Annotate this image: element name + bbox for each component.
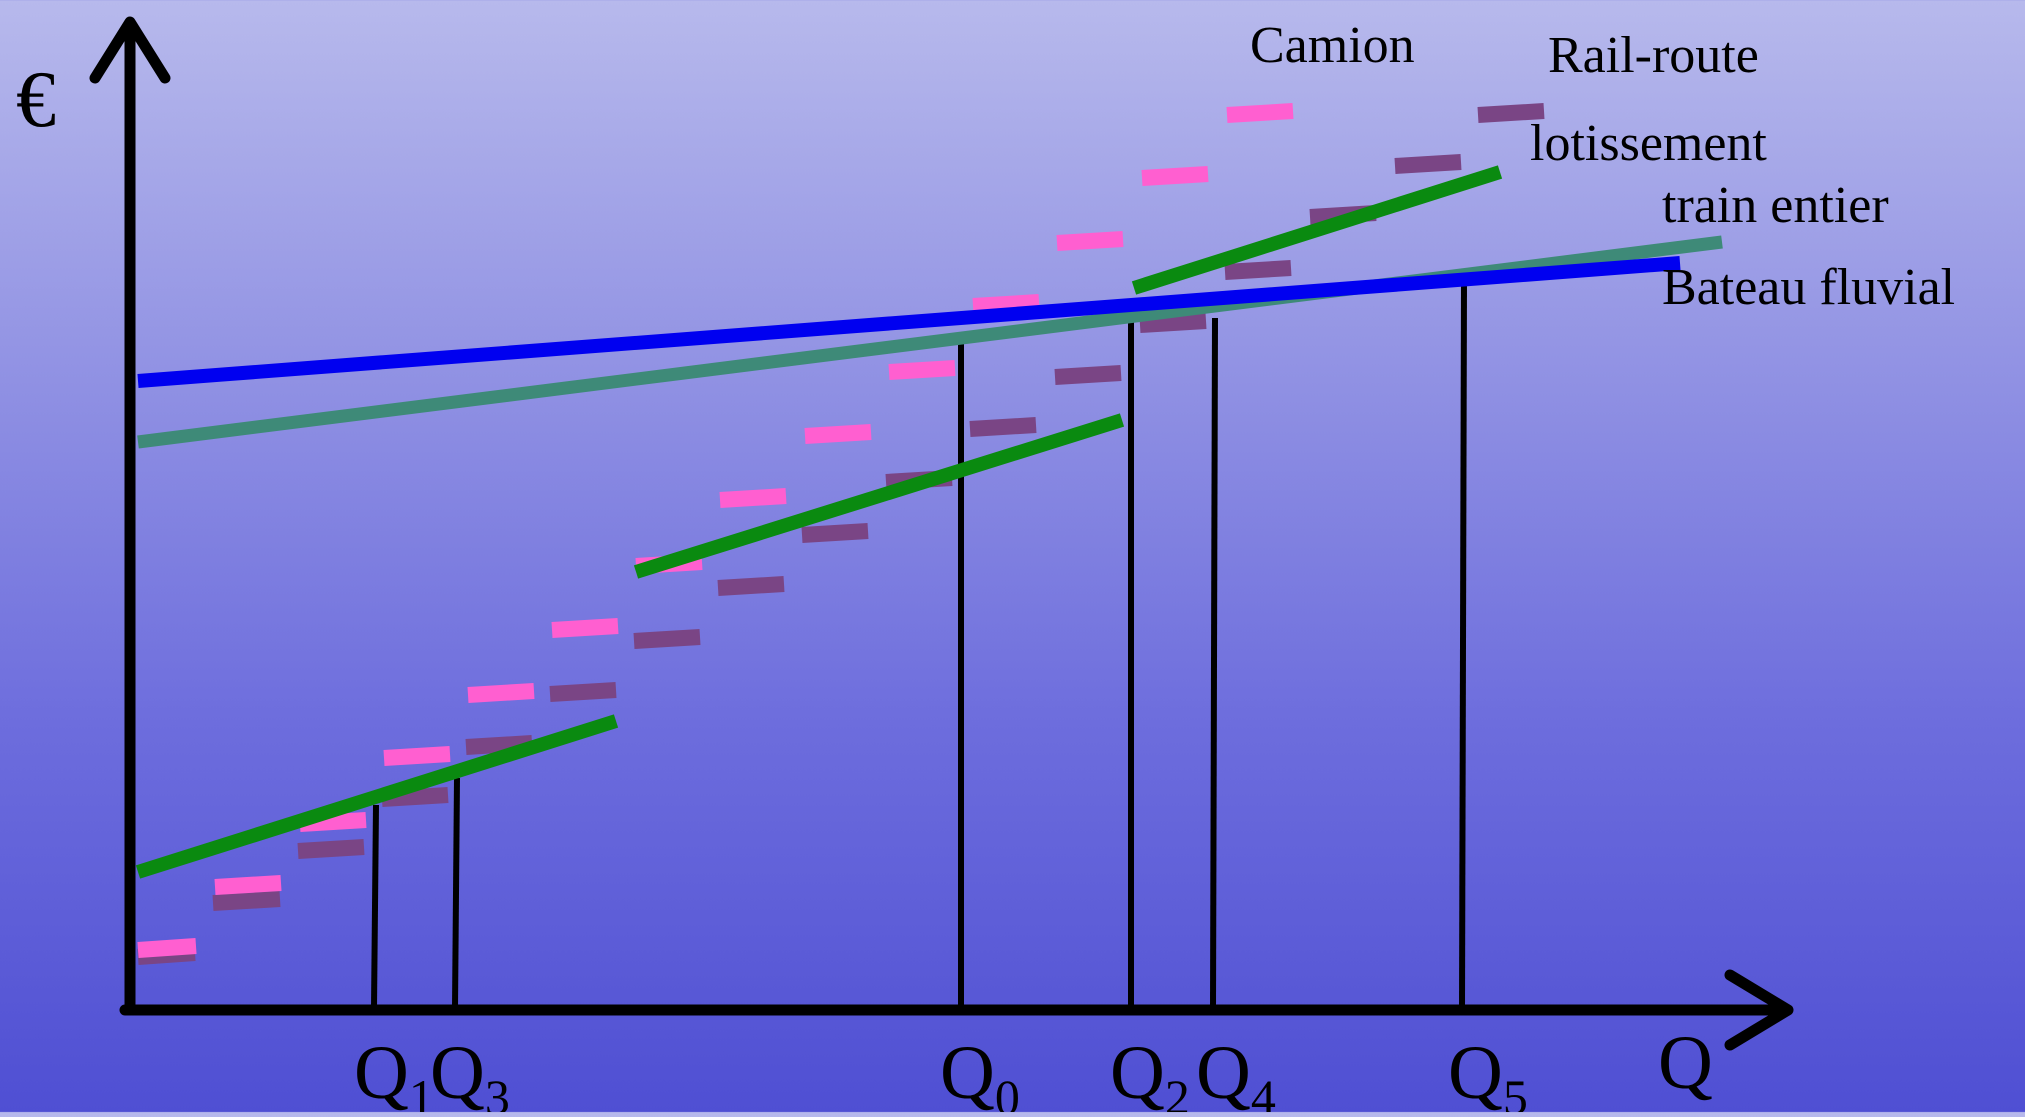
camion-dash	[467, 683, 535, 703]
lotissement-curve	[135, 165, 1503, 879]
rail-route-dash	[1394, 154, 1462, 174]
rail-route-dash	[717, 576, 785, 596]
rail-route-label: Rail-route	[1548, 27, 1759, 84]
camion-dash	[551, 618, 619, 638]
rail-route-dash	[465, 735, 533, 755]
camion-dash	[383, 746, 451, 766]
q5-tick-label: Q5	[1448, 1031, 1528, 1112]
q4-line	[1210, 317, 1218, 1009]
rail-route-dash	[549, 682, 617, 702]
camion-dash	[888, 360, 956, 380]
rail-route-curve	[137, 103, 1545, 965]
camion-label: Camion	[1250, 17, 1415, 74]
lotissement-segment-2	[633, 413, 1125, 579]
q2-tick-label: Q2	[1110, 1031, 1190, 1112]
rail-route-dash	[1054, 365, 1122, 385]
q-guide-lines	[371, 279, 1467, 1009]
bateau-fluvial-line	[137, 256, 1681, 388]
x-axis-arrowhead	[1724, 969, 1794, 1051]
rail-route-dash	[1139, 313, 1207, 333]
x-axis-label: Q	[1658, 1021, 1713, 1105]
rail-route-dash	[801, 523, 869, 543]
q4-tick-label: Q4	[1196, 1031, 1276, 1112]
rail-route-dash	[1224, 260, 1292, 280]
y-axis-label: €	[16, 56, 56, 144]
camion-curve	[137, 103, 1294, 958]
camion-dash	[214, 875, 282, 895]
train-entier-label: train entier	[1662, 177, 1889, 234]
rail-route-dash	[297, 839, 365, 859]
camion-dash	[1141, 166, 1209, 186]
q1-line	[371, 804, 379, 1009]
camion-dash	[719, 488, 787, 508]
lotissement-segment-3	[1131, 165, 1503, 295]
q-tick-labels: Q1 Q3 Q0 Q2 Q4 Q5	[354, 1031, 1528, 1117]
camion-dash	[972, 294, 1040, 314]
y-axis-arrowhead	[89, 16, 171, 84]
q0-tick-label: Q0	[940, 1031, 1020, 1112]
rail-route-dash	[1477, 103, 1545, 123]
lotissement-segment-1	[135, 714, 619, 879]
q1-tick-label: Q1	[354, 1031, 434, 1112]
q5-line	[1459, 279, 1467, 1009]
rail-route-dash	[212, 891, 281, 911]
axes	[89, 16, 1794, 1051]
camion-dash	[137, 938, 197, 958]
camion-dash	[1226, 103, 1294, 123]
camion-dash	[804, 424, 872, 444]
q3-tick-label: Q3	[430, 1031, 510, 1112]
rail-route-dash	[633, 629, 701, 649]
rail-route-dash	[969, 417, 1037, 437]
lotissement-label: lotissement	[1530, 115, 1767, 172]
q3-line	[452, 777, 460, 1009]
bateau-fluvial-label: Bateau fluvial	[1662, 259, 1955, 316]
camion-dash	[1056, 231, 1124, 251]
